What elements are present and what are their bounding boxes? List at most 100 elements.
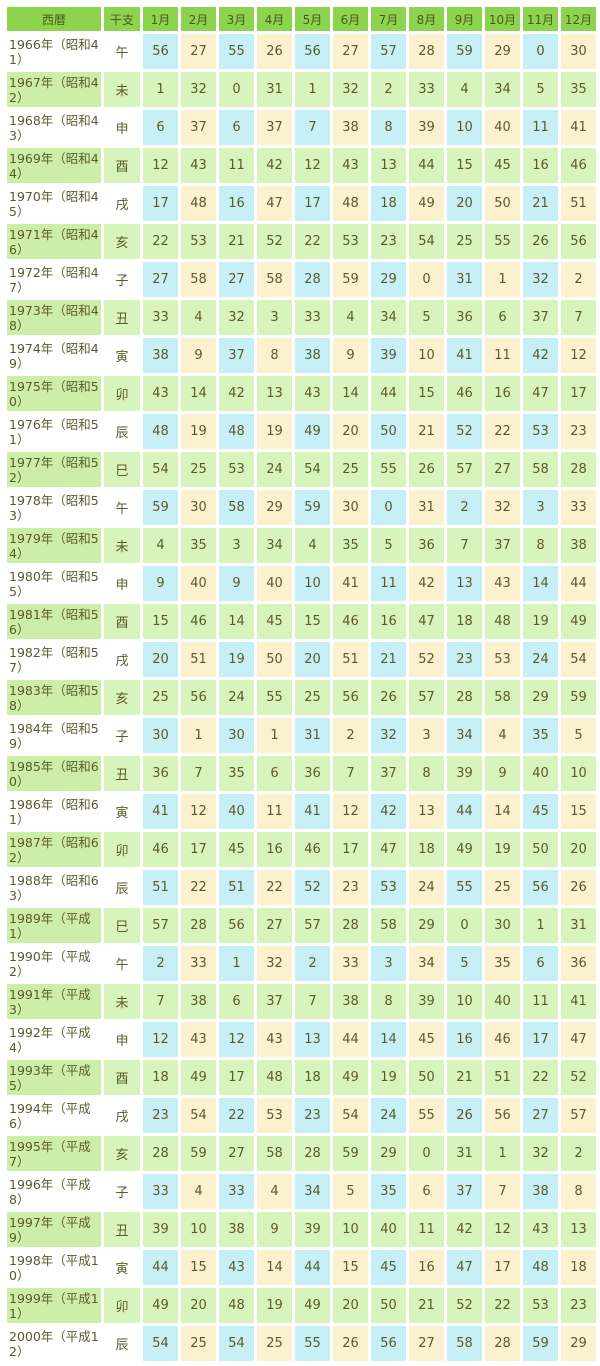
eto-cell: 巳 [104,452,140,487]
month-value-cell: 10 [181,1212,216,1247]
eto-cell: 申 [104,1022,140,1057]
table-row: 1985年（昭和60）丑 36 7 35 6 36 7 37 8 39 9 40 10 [7,756,596,791]
month-value-cell: 3 [257,300,292,335]
month-value-cell: 23 [333,870,368,905]
month-value-cell: 45 [485,148,520,183]
header-month: 1月 [143,7,178,31]
month-value-cell: 32 [181,72,216,107]
month-value-cell: 45 [257,604,292,639]
month-value-cell: 6 [523,946,558,981]
month-value-cell: 46 [143,832,178,867]
table-row: 1998年（平成10）寅 44 15 43 14 44 15 45 16 47 17 48 18 [7,1250,596,1285]
month-value-cell: 7 [485,1174,520,1209]
month-value-cell: 19 [371,1060,406,1095]
month-value-cell: 14 [371,1022,406,1057]
calendar-number-table: 西暦 干支 1月 2月 3月 4月 5月 6月 7月 8月 9月 10月 11月 12月 1966年（昭和… [4,4,599,1364]
month-value-cell: 16 [523,148,558,183]
month-value-cell: 25 [257,1326,292,1361]
table-row: 1999年（平成11）卯 49 20 48 19 49 20 50 21 52 22 53 23 [7,1288,596,1323]
month-value-cell: 38 [219,1212,254,1247]
month-value-cell: 22 [143,224,178,259]
month-value-cell: 39 [371,338,406,373]
month-value-cell: 52 [447,1288,482,1323]
month-value-cell: 33 [409,72,444,107]
month-value-cell: 41 [561,110,596,145]
month-value-cell: 59 [523,1326,558,1361]
month-value-cell: 29 [485,34,520,69]
month-value-cell: 20 [181,1288,216,1323]
month-value-cell: 45 [523,794,558,829]
year-cell: 1968年（昭和43） [7,110,101,145]
month-value-cell: 5 [333,1174,368,1209]
month-value-cell: 4 [257,1174,292,1209]
month-value-cell: 47 [409,604,444,639]
month-value-cell: 28 [447,680,482,715]
table-row: 1966年（昭和41）午 56 27 55 26 56 27 57 28 59 29 0 30 [7,34,596,69]
month-value-cell: 3 [409,718,444,753]
month-value-cell: 16 [485,376,520,411]
month-value-cell: 40 [485,984,520,1019]
table-row: 1976年（昭和51）辰 48 19 48 19 49 20 50 21 52 22 53 23 [7,414,596,449]
month-value-cell: 0 [219,72,254,107]
month-value-cell: 10 [333,1212,368,1247]
month-value-cell: 21 [219,224,254,259]
year-cell: 1976年（昭和51） [7,414,101,449]
month-value-cell: 57 [371,34,406,69]
month-value-cell: 47 [561,1022,596,1057]
month-value-cell: 51 [219,870,254,905]
month-value-cell: 31 [409,490,444,525]
month-value-cell: 54 [181,1098,216,1133]
month-value-cell: 44 [409,148,444,183]
month-value-cell: 53 [181,224,216,259]
month-value-cell: 56 [181,680,216,715]
month-value-cell: 11 [219,148,254,183]
month-value-cell: 34 [447,718,482,753]
month-value-cell: 19 [523,604,558,639]
month-value-cell: 21 [409,1288,444,1323]
month-value-cell: 50 [371,414,406,449]
month-value-cell: 39 [143,1212,178,1247]
month-value-cell: 28 [333,908,368,943]
month-value-cell: 29 [257,490,292,525]
table-row: 1969年（昭和44）酉 12 43 11 42 12 43 13 44 15 45 16 46 [7,148,596,183]
month-value-cell: 46 [561,148,596,183]
month-value-cell: 34 [409,946,444,981]
month-value-cell: 0 [409,1136,444,1171]
month-value-cell: 47 [371,832,406,867]
month-value-cell: 48 [219,414,254,449]
month-value-cell: 6 [409,1174,444,1209]
year-cell: 1969年（昭和44） [7,148,101,183]
month-value-cell: 25 [485,870,520,905]
month-value-cell: 9 [181,338,216,373]
year-cell: 1967年（昭和42） [7,72,101,107]
month-value-cell: 34 [485,72,520,107]
month-value-cell: 16 [371,604,406,639]
month-value-cell: 10 [295,566,330,601]
month-value-cell: 35 [561,72,596,107]
month-value-cell: 43 [485,566,520,601]
month-value-cell: 48 [219,1288,254,1323]
month-value-cell: 42 [257,148,292,183]
month-value-cell: 2 [561,262,596,297]
month-value-cell: 55 [409,1098,444,1133]
year-cell: 1981年（昭和56） [7,604,101,639]
month-value-cell: 29 [561,1326,596,1361]
month-value-cell: 42 [371,794,406,829]
eto-cell: 酉 [104,148,140,183]
year-cell: 1988年（昭和63） [7,870,101,905]
month-value-cell: 19 [257,414,292,449]
month-value-cell: 52 [295,870,330,905]
month-value-cell: 23 [295,1098,330,1133]
year-cell: 1995年（平成7） [7,1136,101,1171]
month-value-cell: 55 [371,452,406,487]
month-value-cell: 29 [371,1136,406,1171]
month-value-cell: 29 [409,908,444,943]
month-value-cell: 33 [143,1174,178,1209]
month-value-cell: 42 [409,566,444,601]
eto-cell: 寅 [104,794,140,829]
month-value-cell: 27 [523,1098,558,1133]
month-value-cell: 59 [143,490,178,525]
month-value-cell: 27 [257,908,292,943]
month-value-cell: 0 [409,262,444,297]
month-value-cell: 22 [485,414,520,449]
